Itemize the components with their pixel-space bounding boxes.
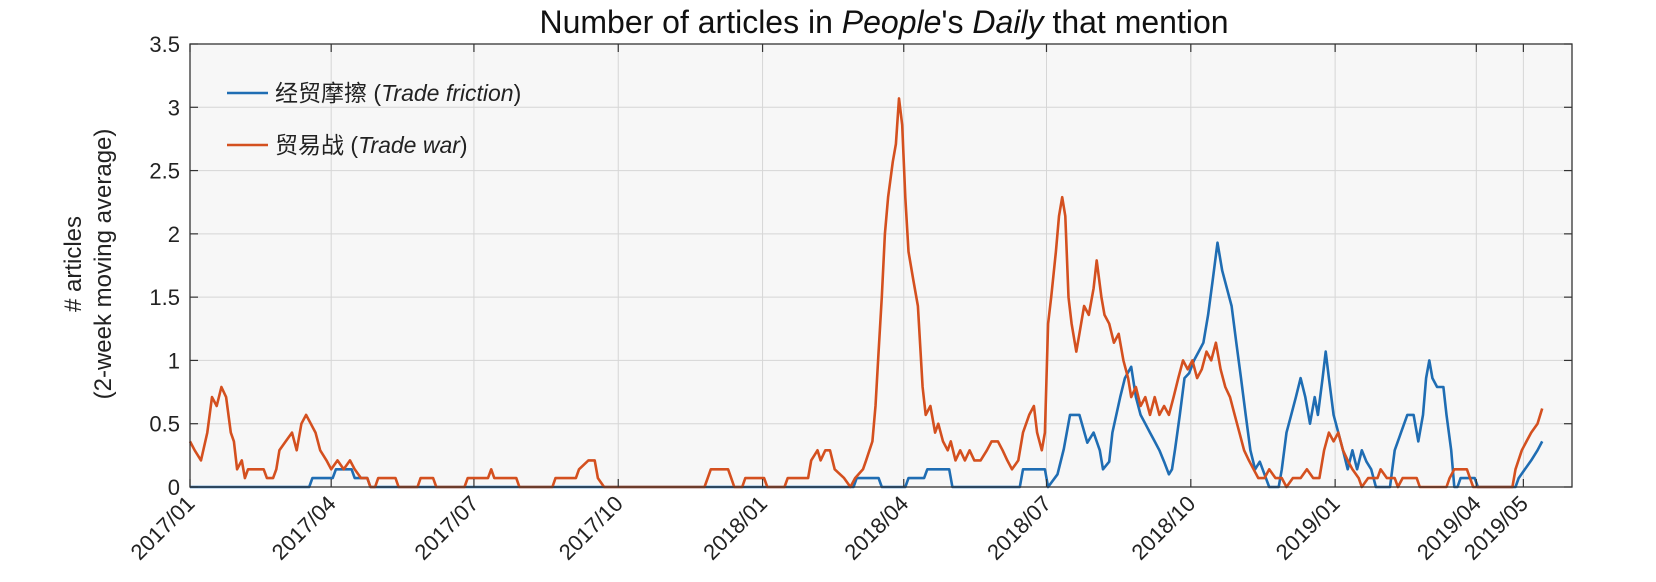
- y-tick-label: 2: [168, 222, 180, 247]
- x-tick-label: 2017/01: [126, 491, 200, 565]
- y-tick-label: 1.5: [149, 285, 180, 310]
- legend-label-trade-friction: 经贸摩擦 (Trade friction): [275, 80, 521, 106]
- plot-frame: [189, 43, 1573, 488]
- y-tick-label: 2.5: [149, 159, 180, 184]
- chart-title-part-2: 's: [941, 4, 972, 40]
- x-tick-label: 2017/07: [410, 491, 484, 565]
- y-axis-label-line-1: # articles: [60, 216, 87, 312]
- legend-name-en: Trade friction: [381, 80, 514, 106]
- legend-name-cn: 经贸摩擦 (: [275, 80, 381, 106]
- chart-title-part-4: that mention: [1044, 4, 1229, 40]
- plot-area: [190, 44, 1572, 487]
- legend: 经贸摩擦 (Trade friction) 贸易战 (Trade war): [227, 80, 521, 158]
- y-axis-label: # articles (2-week moving average): [60, 129, 117, 400]
- grid: [189, 43, 1572, 488]
- chart-title-part-3: Daily: [972, 4, 1045, 40]
- chart-title: Number of articles in People's Daily tha…: [539, 4, 1228, 40]
- chart-title-part-0: Number of articles in: [539, 4, 841, 40]
- x-tick-label: 2018/07: [982, 491, 1056, 565]
- chart-title-part-1: People: [842, 4, 942, 40]
- y-tick-label: 0: [168, 475, 180, 500]
- legend-paren: ): [514, 80, 522, 106]
- legend-name-cn: 贸易战 (: [275, 132, 358, 158]
- y-tick-label: 1: [168, 348, 180, 373]
- y-tick-label: 3: [168, 95, 180, 120]
- y-tick-label: 0.5: [149, 412, 180, 437]
- x-tick-label: 2019/01: [1271, 491, 1345, 565]
- x-tick-label: 2017/10: [554, 491, 628, 565]
- y-axis: 0 0.5 1 1.5 2 2.5 3 3.5: [149, 32, 1572, 500]
- x-tick-label: 2017/04: [267, 491, 341, 565]
- legend-name-en: Trade war: [358, 132, 461, 158]
- x-tick-label: 2018/10: [1126, 491, 1200, 565]
- y-tick-label: 3.5: [149, 32, 180, 57]
- x-tick-label: 2018/01: [698, 491, 772, 565]
- legend-label-trade-war: 贸易战 (Trade war): [275, 132, 468, 158]
- legend-paren: ): [460, 132, 468, 158]
- y-axis-label-line-2: (2-week moving average): [90, 129, 117, 400]
- x-tick-label: 2018/04: [839, 491, 913, 565]
